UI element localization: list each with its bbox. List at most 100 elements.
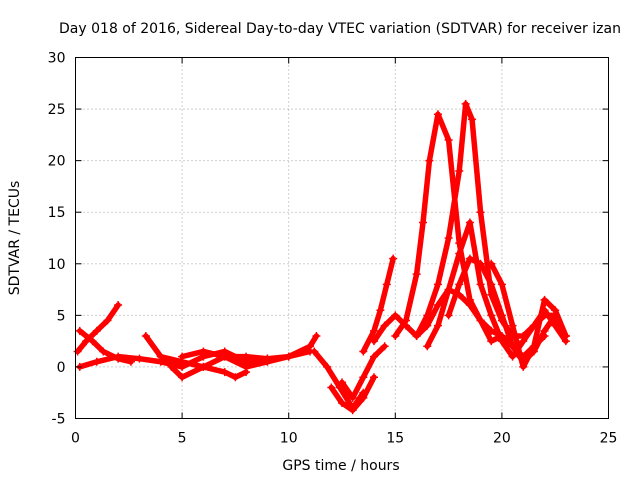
y-tick-label: 25 xyxy=(48,102,66,118)
data-point xyxy=(369,352,378,361)
data-point xyxy=(263,357,272,366)
data-point xyxy=(425,156,434,165)
y-tick-label: -5 xyxy=(52,412,66,428)
data-point xyxy=(92,326,101,335)
chart-title: Day 018 of 2016, Sidereal Day-to-day VTE… xyxy=(59,21,621,37)
data-point xyxy=(465,254,474,263)
data-point xyxy=(391,311,400,320)
x-tick-label: 25 xyxy=(600,431,618,447)
data-point xyxy=(141,331,150,340)
x-tick-label: 0 xyxy=(71,431,80,447)
data-point xyxy=(423,342,432,351)
data-point xyxy=(487,337,496,346)
series-line xyxy=(168,364,249,380)
data-point xyxy=(423,311,432,320)
data-point xyxy=(476,208,485,217)
data-point xyxy=(401,316,410,325)
data-point xyxy=(476,259,485,268)
y-tick-label: 5 xyxy=(57,308,66,324)
data-point xyxy=(242,362,251,371)
data-point xyxy=(103,316,112,325)
data-point xyxy=(389,254,398,263)
data-point xyxy=(540,295,549,304)
data-point xyxy=(455,249,464,258)
data-point xyxy=(376,306,385,315)
data-point xyxy=(323,362,332,371)
data-point xyxy=(508,352,517,361)
data-point xyxy=(487,311,496,320)
data-point xyxy=(167,362,176,371)
y-tick-label: 15 xyxy=(48,205,66,221)
x-tick-label: 15 xyxy=(386,431,404,447)
data-point xyxy=(497,337,506,346)
x-tick-labels: 0 5 10 15 20 25 xyxy=(71,431,617,447)
data-point xyxy=(433,301,442,310)
data-point xyxy=(135,354,144,363)
data-point xyxy=(338,378,346,387)
data-point xyxy=(455,166,464,175)
data-point xyxy=(476,280,485,289)
data-point xyxy=(465,218,474,227)
data-point xyxy=(359,393,368,402)
data-point xyxy=(465,295,474,304)
data-point xyxy=(380,342,389,351)
y-axis-label: SDTVAR / TECUs xyxy=(7,181,23,296)
data-point xyxy=(497,311,506,320)
series-s1 xyxy=(73,301,123,356)
data-point xyxy=(444,311,453,320)
data-point xyxy=(199,362,208,371)
data-point xyxy=(220,368,229,377)
data-point xyxy=(231,373,240,382)
series-s16 xyxy=(487,259,570,371)
data-point xyxy=(444,285,453,294)
y-tick-label: 20 xyxy=(48,154,66,170)
data-point xyxy=(461,99,470,108)
series-s9 xyxy=(338,342,389,402)
data-point xyxy=(561,331,570,340)
data-point xyxy=(540,326,549,335)
plot-frame xyxy=(75,57,609,419)
data-point xyxy=(433,321,442,330)
x-tick-label: 10 xyxy=(280,431,298,447)
data-point xyxy=(433,280,442,289)
data-point xyxy=(114,352,123,361)
series-line xyxy=(488,261,569,370)
data-point xyxy=(156,352,165,361)
series-s10 xyxy=(359,254,398,356)
data-point xyxy=(497,280,506,289)
data-point xyxy=(312,331,321,340)
data-point xyxy=(242,352,251,361)
y-tick-label: 30 xyxy=(48,51,66,67)
data-point xyxy=(468,115,477,124)
data-point xyxy=(380,321,389,330)
data-point xyxy=(359,347,368,356)
data-point xyxy=(382,280,391,289)
x-axis-label: GPS time / hours xyxy=(282,458,399,474)
data-point xyxy=(412,270,421,279)
data-point xyxy=(412,331,421,340)
series-line xyxy=(445,255,569,365)
data-point xyxy=(178,352,187,361)
data-point xyxy=(369,373,378,382)
data-point xyxy=(444,234,453,242)
series-s8 xyxy=(327,373,378,415)
grid xyxy=(75,57,609,419)
data-point xyxy=(369,337,378,346)
data-point xyxy=(327,383,336,392)
data-point xyxy=(88,337,97,346)
data-point xyxy=(529,342,538,351)
data-point xyxy=(369,326,378,335)
x-tick-label: 20 xyxy=(493,431,511,447)
data-point xyxy=(487,259,496,268)
data-point xyxy=(487,280,496,289)
x-tick-label: 5 xyxy=(178,431,187,447)
series-line xyxy=(179,333,320,370)
y-tick-label: 10 xyxy=(48,257,66,273)
axis-ticks xyxy=(75,57,609,419)
y-tick-labels: -5 0 5 10 15 20 25 30 xyxy=(48,51,66,428)
data-point xyxy=(508,321,517,330)
data-point xyxy=(348,393,357,402)
data-point xyxy=(310,347,319,356)
data-point xyxy=(220,352,229,361)
